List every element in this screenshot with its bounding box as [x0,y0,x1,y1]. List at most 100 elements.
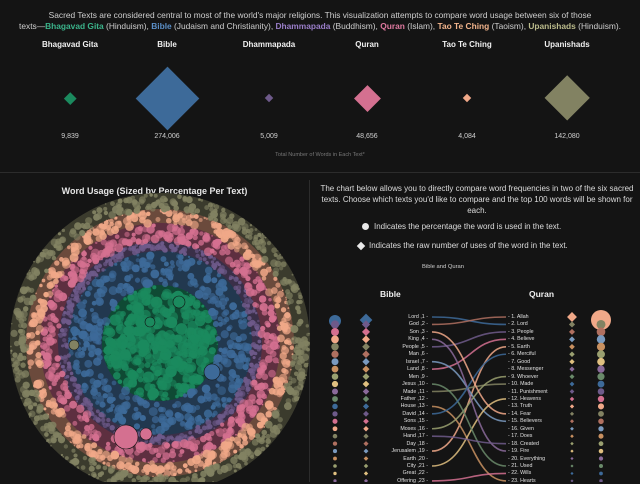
bible-word-item[interactable]: House ,13 - [368,403,428,409]
word-bubble [20,362,25,367]
quran-word-item[interactable]: - 4. Believe [508,336,535,342]
quran-word-item[interactable]: - 17. Does [508,433,532,439]
word-bubble [225,297,229,301]
word-bubble [172,441,179,448]
word-bubble [125,396,130,401]
bible-word-item[interactable]: Man ,6 - [368,351,428,357]
bible-word-item[interactable]: Hand ,17 - [368,433,428,439]
quran-percentage-circle [599,472,603,476]
highlight-bubble [204,364,220,380]
word-bubble [286,292,293,299]
bible-word-item[interactable]: Son ,3 - [368,329,428,335]
word-bubble [221,397,226,402]
quran-word-item[interactable]: - 8. Messenger [508,366,543,372]
word-bubble [146,212,151,217]
quran-word-item[interactable]: - 13. Truth [508,403,532,409]
word-bubble [179,393,183,397]
word-bubble [57,408,65,416]
word-bubble [241,261,247,267]
bible-percentage-circle [332,404,338,410]
word-bubble [197,380,202,385]
quran-word-item[interactable]: - 21. Used [508,463,532,469]
bible-word-item[interactable]: Jesus ,10 - [368,381,428,387]
word-bubble [127,241,132,246]
quran-word-item[interactable]: - 15. Believers [508,418,542,424]
bible-word-item[interactable]: David ,14 - [368,411,428,417]
bible-word-item[interactable]: Moses ,16 - [368,426,428,432]
word-bubble [19,342,23,346]
quran-word-item[interactable]: - 14. Fear [508,411,531,417]
quran-word-item[interactable]: - 5. Earth [508,344,530,350]
word-bubble [213,251,217,255]
quran-word-item[interactable]: - 19. Fire [508,448,529,454]
word-bubble [107,455,113,461]
bible-word-item[interactable]: Men ,9 - [368,374,428,380]
bible-percentage-circle [332,358,339,365]
quran-word-item[interactable]: - 1. Allah [508,314,529,320]
word-bubble [166,218,172,224]
quran-word-item[interactable]: - 6. Merciful [508,351,536,357]
quran-raw-diamond [570,464,573,467]
quran-word-item[interactable]: - 3. People [508,329,534,335]
word-bubble [243,251,252,260]
bible-word-item[interactable]: Israel ,7 - [368,359,428,365]
quran-word-item[interactable]: - 2. Lord [508,321,528,327]
word-bubble [245,282,251,288]
word-bubble [114,263,117,266]
bible-word-item[interactable]: King ,4 - [368,336,428,342]
word-bubble [87,286,92,291]
quran-word-item[interactable]: - 12. Heavens [508,396,541,402]
quran-word-item[interactable]: - 16. Given [508,426,534,432]
bible-word-item[interactable]: City ,21 - [368,463,428,469]
quran-word-item[interactable]: - 10. Made [508,381,533,387]
quran-word-item[interactable]: - 22. Wills [508,470,531,476]
word-bubble [123,248,126,251]
word-bubble [89,424,95,430]
bible-word-item[interactable]: Great ,22 - [368,470,428,476]
word-bubble [154,194,158,198]
bible-word-item[interactable]: Lord ,1 - [368,314,428,320]
word-bubble [195,290,204,299]
word-bubble [277,291,284,298]
bible-word-item[interactable]: People ,5 - [368,344,428,350]
word-bubble [230,262,236,268]
bible-word-item[interactable]: Offering ,23 - [368,478,428,484]
quran-word-item[interactable]: - 9. Whoever [508,374,538,380]
bible-word-item[interactable]: Day ,18 - [368,441,428,447]
quran-word-item[interactable]: - 11. Punishment [508,389,548,395]
bible-word-item[interactable]: Land ,8 - [368,366,428,372]
bible-word-item[interactable]: Sons ,15 - [368,418,428,424]
bible-word-item[interactable]: Made ,11 - [368,389,428,395]
word-bubble [89,466,95,472]
word-bubble [213,321,219,327]
word-bubble [226,222,231,227]
quran-word-item[interactable]: - 23. Hearts [508,478,536,484]
word-bubble [142,377,149,384]
word-bubble [231,354,235,358]
word-bubble [100,230,105,235]
bible-word-item[interactable]: Jerusalem ,19 - [368,448,428,454]
word-bubble [292,354,298,360]
word-bubble [155,217,160,222]
word-bubble [150,264,155,269]
bible-word-item[interactable]: God ,2 - [368,321,428,327]
word-bubble [152,476,154,478]
word-bubble [127,473,132,478]
quran-word-item[interactable]: - 7. Good [508,359,530,365]
word-bubble [221,465,229,473]
word-bubble [69,462,71,464]
word-bubble [112,381,117,386]
word-bubble [277,362,279,364]
word-bubble [113,372,121,380]
word-bubble [43,413,49,419]
word-bubble [119,393,126,400]
bible-word-item[interactable]: Father ,12 - [368,396,428,402]
quran-word-item[interactable]: - 18. Created [508,441,539,447]
word-bubble [86,263,90,267]
word-bubble [296,321,301,326]
word-bubble [147,205,152,210]
bible-word-item[interactable]: Earth ,20 - [368,456,428,462]
quran-word-item[interactable]: - 20. Everything [508,456,545,462]
word-bubble [56,356,60,360]
word-bubble [70,372,74,376]
